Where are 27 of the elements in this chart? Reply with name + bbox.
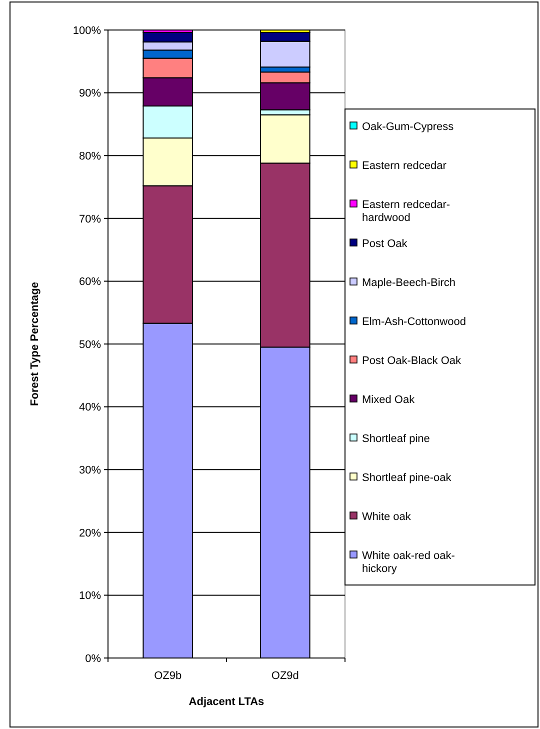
x-tick-label: OZ9d xyxy=(271,670,299,682)
legend-label: White oak-red oak-hickory xyxy=(362,550,456,576)
legend-label: Maple-Beech-Birch xyxy=(362,276,456,289)
y-tick-label: 70% xyxy=(78,213,102,226)
legend-label: Eastern redcedar-hardwood xyxy=(362,198,450,224)
y-tick-label: 50% xyxy=(78,338,102,351)
y-tick-label: 80% xyxy=(78,150,102,162)
y-tick-label: 90% xyxy=(78,88,102,100)
x-tick-label: OZ9b xyxy=(154,670,182,682)
x-axis-title: Adjacent LTAs xyxy=(188,696,264,708)
y-tick-label: 40% xyxy=(78,402,102,414)
legend-label: Shortleaf pine-oak xyxy=(362,472,452,484)
legend-label: Oak-Gum-Cypress xyxy=(362,120,454,133)
y-axis-title: Forest Type Percentage xyxy=(29,282,41,406)
y-tick-label: 20% xyxy=(78,527,102,540)
y-tick-label: 60% xyxy=(78,276,102,288)
legend-label: Eastern redcedar xyxy=(362,160,447,172)
legend-label: Elm-Ash-Cottonwood xyxy=(362,316,466,328)
legend-label: Post Oak xyxy=(362,238,408,250)
legend-label: Post Oak-Black Oak xyxy=(362,354,462,367)
legend-label: Shortleaf pine xyxy=(362,432,430,445)
y-tick-label: 30% xyxy=(78,464,102,476)
y-tick-label: 10% xyxy=(78,590,102,602)
legend-label: White oak xyxy=(362,510,412,523)
y-tick-label: 100% xyxy=(72,24,102,37)
legend-label: Mixed Oak xyxy=(362,394,416,406)
y-tick-label: 0% xyxy=(85,652,102,665)
